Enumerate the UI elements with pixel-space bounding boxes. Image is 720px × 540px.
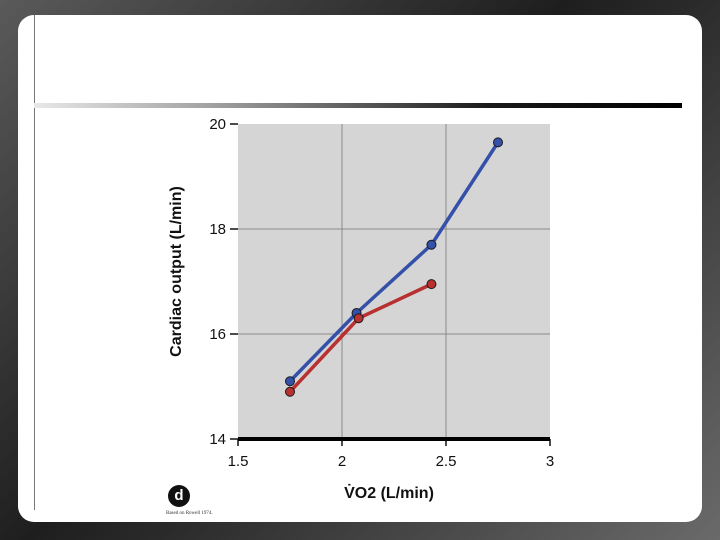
series-2-point — [353, 313, 364, 324]
source-note: Based on Rowell 1974. — [166, 511, 213, 516]
y-axis-label: Cardiac output (L/min) — [168, 186, 185, 357]
x-tick-label: 1.5 — [228, 453, 249, 470]
series-1-point — [426, 239, 437, 250]
y-tick-label: 18 — [209, 221, 226, 238]
gridlines — [238, 124, 550, 439]
y-tick-label: 20 — [209, 116, 226, 133]
series-2-point — [426, 279, 437, 290]
tick-labels: 1.5 2 2.5 3 14 16 18 20 — [209, 116, 554, 470]
axes — [230, 123, 551, 446]
y-tick-label: 16 — [209, 326, 226, 343]
y-tick-label: 14 — [209, 431, 226, 448]
x-tick-label: 2 — [338, 453, 346, 470]
series-1-point — [285, 376, 295, 387]
slide-left-rule — [34, 15, 35, 510]
x-tick-label: 2.5 — [436, 453, 457, 470]
series-1-line — [288, 141, 500, 383]
plot-area — [238, 124, 550, 439]
publisher-logo: d — [168, 485, 190, 507]
series-1-point — [493, 137, 503, 148]
slide: 1.5 2 2.5 3 14 16 18 20 Cardiac output (L/min) … — [18, 15, 702, 522]
title-divider — [34, 103, 682, 108]
x-tick-label: 3 — [546, 453, 554, 470]
x-axis-label: V̇O2 (L/min) — [344, 484, 434, 502]
series-2-point — [285, 386, 295, 397]
data-series — [285, 137, 503, 397]
